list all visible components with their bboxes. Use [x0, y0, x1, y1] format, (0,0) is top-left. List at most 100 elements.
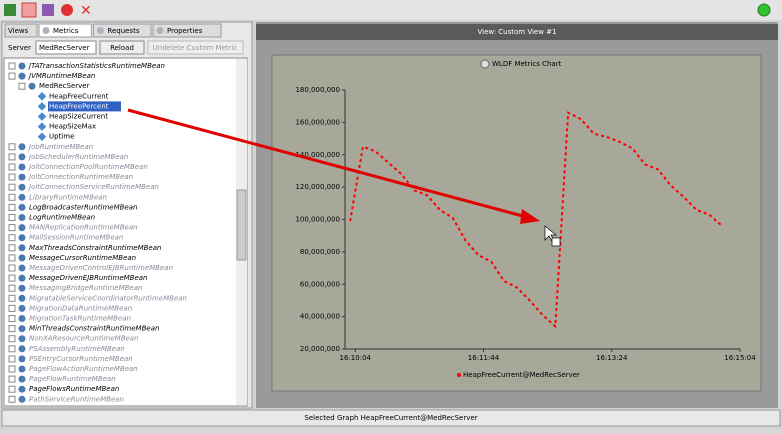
tree-item[interactable]: HeapSizeCurrent	[49, 113, 108, 121]
expander[interactable]	[8, 163, 16, 171]
tree-item[interactable]: LogBroadcasterRuntimeMBean	[29, 203, 137, 211]
expander[interactable]	[8, 325, 16, 333]
tree-item[interactable]: MaxThreadsConstraintRuntimeMBean	[29, 244, 161, 252]
expander[interactable]	[8, 375, 16, 383]
expander[interactable]	[8, 274, 16, 282]
tree-item[interactable]: PageFlowsRuntimeMBean	[29, 385, 119, 393]
tree-item[interactable]: JoltConnectionPoolRuntimeMBean	[27, 163, 148, 171]
expander[interactable]	[8, 294, 16, 302]
expander[interactable]	[8, 355, 16, 363]
undelete-button[interactable]	[147, 40, 244, 55]
expander[interactable]	[8, 203, 16, 211]
tree-item[interactable]: JoltConnectionServiceRuntimeMBean	[27, 183, 159, 191]
tree-item[interactable]: PSAssemblyRuntimeMBean	[29, 345, 125, 353]
expander[interactable]	[8, 193, 16, 201]
tree-item[interactable]: PageFlowRuntimeMBean	[29, 375, 116, 383]
expander[interactable]	[8, 395, 16, 403]
tree-item[interactable]: HeapFreeCurrent	[49, 92, 109, 100]
node-icon	[18, 355, 26, 363]
chart-icon	[480, 59, 490, 69]
tree-item[interactable]: LibraryRuntimeMBean	[29, 193, 107, 201]
tool-button[interactable]	[4, 4, 16, 16]
tab-label[interactable]: Metrics	[53, 27, 79, 35]
expander[interactable]	[8, 234, 16, 242]
tool-button[interactable]	[21, 2, 37, 18]
tree-item[interactable]: JobRuntimeMBean	[27, 143, 93, 151]
node-icon	[18, 153, 26, 161]
tree-item[interactable]: PSEntryCursorRuntimeMBean	[29, 355, 133, 363]
selection	[48, 101, 121, 112]
expander[interactable]	[8, 365, 16, 373]
tree-item[interactable]: MedRecServer	[39, 82, 90, 90]
tree-item[interactable]: LogRuntimeMBean	[29, 214, 95, 222]
tree-item[interactable]: JVMRuntimeMBean	[27, 72, 95, 80]
undelete-label[interactable]: Undelete Custom Metric	[153, 44, 238, 52]
expander[interactable]	[18, 82, 26, 90]
expander[interactable]	[8, 264, 16, 272]
scroll-thumb[interactable]	[236, 189, 247, 261]
tree-item[interactable]: MigratableServiceCoordinatorRuntimeMBean	[29, 294, 187, 302]
tree-item[interactable]: MessagingBridgeRuntimeMBean	[29, 284, 142, 292]
node-icon	[18, 395, 26, 403]
tree-item[interactable]: NonXAResourceRuntimeMBean	[29, 335, 139, 343]
node-icon	[18, 244, 26, 252]
tab-label[interactable]: Properties	[167, 27, 203, 35]
legend-marker	[457, 373, 461, 377]
tree-item[interactable]: Uptime	[49, 133, 74, 141]
expander[interactable]	[8, 335, 16, 343]
server-value[interactable]: MedRecServer	[39, 44, 90, 52]
tree-item[interactable]: PageFlowActionRuntimeMBean	[29, 365, 138, 373]
tool-button[interactable]	[61, 4, 73, 16]
server-select[interactable]	[35, 40, 97, 55]
tree-item[interactable]: MessageDrivenControlEJBRuntimeMBean	[29, 264, 173, 272]
reload-label[interactable]: Reload	[110, 44, 134, 52]
tree-item[interactable]: MinThreadsConstraintRuntimeMBean	[29, 325, 159, 333]
tree-item[interactable]: PathServiceRuntimeMBean	[29, 395, 124, 403]
tool-button[interactable]: ✕	[80, 3, 92, 19]
tree-item[interactable]: MigrationTaskRuntimeMBean	[29, 315, 131, 323]
node-icon	[37, 92, 47, 101]
node-icon	[18, 294, 26, 302]
expander[interactable]	[8, 385, 16, 393]
tree-item[interactable]: MessageDrivenEJBRuntimeMBean	[29, 274, 148, 282]
tree-item[interactable]: MigrationDataRuntimeMBean	[29, 304, 132, 312]
tree-item[interactable]: MessageCursorRuntimeMBean	[29, 254, 136, 262]
expander[interactable]	[8, 62, 16, 70]
expander[interactable]	[8, 315, 16, 322]
tab-label[interactable]: Views	[8, 27, 29, 35]
expander[interactable]	[8, 304, 16, 312]
tree-item[interactable]: JobSchedulerRuntimeMBean	[27, 153, 128, 161]
toolbar	[0, 0, 782, 20]
expander[interactable]	[8, 214, 16, 221]
expander[interactable]	[8, 224, 16, 232]
tab[interactable]	[38, 23, 92, 38]
node-icon	[18, 224, 26, 232]
expander[interactable]	[8, 143, 16, 151]
tool-button[interactable]	[42, 4, 54, 16]
expander[interactable]	[8, 153, 16, 161]
expander[interactable]	[8, 244, 16, 252]
x-tick-label: 16:10:04	[340, 354, 372, 362]
expander[interactable]	[8, 284, 16, 292]
expander[interactable]	[8, 173, 16, 181]
expander[interactable]	[8, 345, 16, 353]
node-icon	[37, 132, 47, 141]
tab[interactable]	[4, 23, 38, 38]
node-icon	[18, 274, 26, 282]
expander[interactable]	[8, 183, 16, 191]
tree-item[interactable]: JoltConnectionRuntimeMBean	[27, 173, 133, 181]
tree-item[interactable]: MANReplicationRuntimeMBean	[29, 224, 138, 232]
node-icon	[18, 183, 26, 191]
tab-label[interactable]: Requests	[107, 27, 139, 35]
tree-item[interactable]: MailSessionRuntimeMBean	[29, 234, 123, 242]
tab[interactable]	[152, 23, 222, 38]
tab-icon	[42, 27, 50, 34]
expander[interactable]	[8, 254, 16, 262]
tab[interactable]	[92, 23, 152, 38]
tree-item[interactable]: JTATransactionStatisticsRuntimeMBean	[27, 62, 165, 70]
reload-button[interactable]	[99, 40, 145, 55]
tree-item[interactable]: HeapSizeMax	[49, 123, 96, 131]
expander[interactable]	[8, 72, 16, 80]
tree-item[interactable]: HeapFreePercent	[49, 102, 109, 110]
